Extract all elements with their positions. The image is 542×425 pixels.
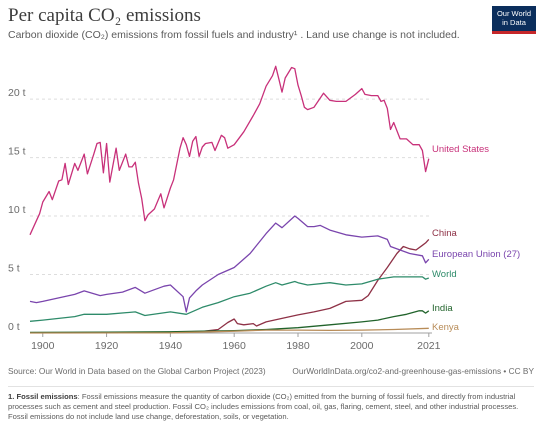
chart-title: Per capita CO₂ emissions: [8, 5, 201, 26]
x-tick-label: 2021: [417, 340, 441, 352]
series-line-world: [29, 276, 430, 322]
footnote: 1. Fossil emissions: Fossil emissions me…: [8, 392, 536, 422]
y-tick-label: 5 t: [8, 263, 20, 275]
series-label-united-states: United States: [432, 144, 489, 155]
x-tick-label: 1920: [95, 340, 119, 352]
series-line-kenya: [29, 327, 429, 334]
series-label-european-union-27: European Union (27): [432, 249, 520, 260]
series-label-india: India: [432, 303, 453, 314]
x-tick-label: 1900: [31, 340, 55, 352]
y-tick-label: 20 t: [8, 87, 26, 99]
x-tick-label: 2000: [350, 340, 374, 352]
logo-line-1: Our World: [496, 9, 532, 18]
series-label-kenya: Kenya: [432, 322, 460, 333]
series-line-european-union-27: [29, 215, 430, 313]
footnote-title: 1. Fossil emissions: [8, 392, 78, 401]
footnote-text: : Fossil emissions measure the quantity …: [8, 392, 519, 421]
y-tick-label: 15 t: [8, 146, 26, 158]
x-tick-label: 1960: [223, 340, 247, 352]
x-tick-label: 1940: [159, 340, 183, 352]
series-line-india: [29, 310, 430, 334]
series-label-world: World: [432, 269, 457, 280]
series-label-china: China: [432, 228, 458, 239]
series-line-united-states: [29, 65, 430, 236]
footer-divider: [8, 386, 534, 387]
source-link[interactable]: OurWorldInData.org/co2-and-greenhouse-ga…: [292, 366, 534, 376]
x-tick-label: 1980: [286, 340, 310, 352]
logo-line-2: in Data: [502, 18, 526, 27]
owid-logo[interactable]: Our World in Data: [492, 6, 536, 34]
series-line-china: [29, 238, 430, 334]
y-tick-label: 0 t: [8, 321, 20, 333]
emissions-line-chart: 0 t 5 t 10 t 15 t 20 t 1900 1920 1940 1960 1980 20…: [8, 65, 520, 352]
source-note: Source: Our World in Data based on the G…: [8, 366, 266, 376]
chart-subtitle: Carbon dioxide (CO₂) emissions from foss…: [8, 29, 460, 41]
y-tick-label: 10 t: [8, 204, 26, 216]
